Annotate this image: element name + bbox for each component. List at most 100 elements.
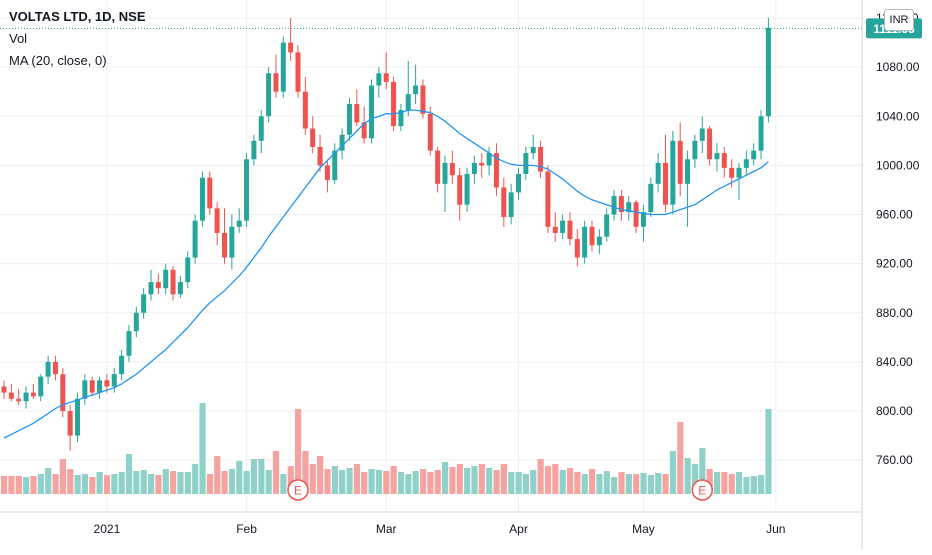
- volume-bar[interactable]: [603, 471, 610, 494]
- candle[interactable]: [332, 150, 338, 181]
- candle[interactable]: [354, 103, 360, 123]
- volume-bar[interactable]: [743, 477, 750, 494]
- volume-bar[interactable]: [67, 469, 74, 494]
- candle[interactable]: [670, 140, 676, 205]
- volume-bar[interactable]: [427, 472, 434, 494]
- candle[interactable]: [16, 398, 22, 402]
- candle[interactable]: [8, 392, 14, 399]
- volume-bar[interactable]: [272, 451, 280, 494]
- volume-bar[interactable]: [486, 468, 493, 494]
- candle[interactable]: [30, 392, 36, 397]
- volume-bar[interactable]: [52, 474, 59, 494]
- ma-line[interactable]: [3, 109, 769, 439]
- candle[interactable]: [339, 134, 345, 151]
- volume-bar[interactable]: [155, 475, 162, 494]
- volume-bar[interactable]: [706, 469, 713, 494]
- candle[interactable]: [155, 282, 161, 289]
- volume-bar[interactable]: [125, 454, 133, 494]
- volume-bar[interactable]: [74, 475, 81, 494]
- volume-bar[interactable]: [419, 469, 427, 494]
- volume-bar[interactable]: [206, 474, 213, 494]
- legend-ma[interactable]: MA (20, close, 0): [9, 53, 107, 68]
- candle[interactable]: [685, 159, 691, 184]
- candle[interactable]: [38, 376, 44, 397]
- candle[interactable]: [493, 153, 499, 188]
- candle[interactable]: [743, 159, 749, 168]
- candle[interactable]: [266, 73, 272, 117]
- volume-bar[interactable]: [59, 459, 66, 494]
- volume-bar[interactable]: [331, 466, 338, 494]
- volume-bar[interactable]: [258, 459, 265, 494]
- candle[interactable]: [199, 177, 205, 221]
- currency-button[interactable]: INR: [884, 9, 914, 31]
- candle[interactable]: [714, 153, 720, 160]
- candle[interactable]: [185, 257, 191, 283]
- candle[interactable]: [280, 42, 286, 92]
- candle[interactable]: [133, 312, 139, 332]
- candle[interactable]: [60, 374, 66, 412]
- volume-bar[interactable]: [15, 476, 22, 494]
- volume-bar[interactable]: [478, 464, 485, 494]
- candle[interactable]: [413, 85, 419, 95]
- legend-volume[interactable]: Vol: [9, 31, 28, 46]
- volume-bar[interactable]: [442, 462, 449, 494]
- volume-bar[interactable]: [677, 422, 684, 494]
- volume-bar[interactable]: [103, 475, 111, 494]
- candle[interactable]: [538, 146, 544, 172]
- volume-bar[interactable]: [221, 471, 228, 494]
- volume-bar[interactable]: [500, 464, 507, 494]
- candle[interactable]: [376, 73, 382, 86]
- candle[interactable]: [729, 167, 735, 178]
- candle[interactable]: [1, 386, 7, 393]
- volume-bar[interactable]: [581, 474, 588, 494]
- volume-bar[interactable]: [566, 468, 574, 494]
- candle[interactable]: [560, 220, 566, 233]
- volume-bar[interactable]: [728, 474, 735, 494]
- candle[interactable]: [97, 380, 103, 393]
- volume-bar[interactable]: [346, 468, 353, 494]
- candle[interactable]: [640, 212, 646, 227]
- candle[interactable]: [574, 239, 580, 258]
- volume-bar[interactable]: [45, 468, 52, 494]
- volume-bar[interactable]: [750, 476, 757, 494]
- volume-bar[interactable]: [655, 473, 662, 494]
- candle[interactable]: [192, 220, 198, 258]
- volume-bar[interactable]: [662, 474, 669, 494]
- volume-bar[interactable]: [633, 474, 640, 494]
- candle[interactable]: [486, 153, 492, 166]
- volume-bar[interactable]: [544, 466, 552, 494]
- candle[interactable]: [530, 146, 536, 154]
- volume-bar[interactable]: [596, 474, 603, 494]
- volume-bar[interactable]: [317, 456, 324, 494]
- volume-bar[interactable]: [236, 461, 243, 494]
- candle[interactable]: [177, 282, 183, 295]
- volume-bar[interactable]: [118, 472, 125, 494]
- candle[interactable]: [545, 171, 551, 227]
- candle[interactable]: [589, 226, 595, 246]
- candle[interactable]: [692, 140, 698, 160]
- candle[interactable]: [111, 374, 117, 387]
- candle[interactable]: [420, 85, 426, 114]
- candle[interactable]: [596, 236, 602, 246]
- volume-bar[interactable]: [434, 470, 441, 494]
- candle[interactable]: [479, 162, 485, 166]
- candle[interactable]: [648, 183, 654, 213]
- volume-bar[interactable]: [618, 472, 625, 494]
- candle[interactable]: [699, 128, 705, 141]
- volume-bar[interactable]: [397, 472, 405, 494]
- volume-bar[interactable]: [368, 469, 375, 494]
- candle[interactable]: [677, 140, 683, 184]
- candle[interactable]: [516, 173, 521, 193]
- candle[interactable]: [736, 167, 742, 178]
- volume-bar[interactable]: [721, 472, 728, 494]
- candle[interactable]: [302, 91, 308, 129]
- volume-bar[interactable]: [280, 474, 287, 494]
- candle[interactable]: [369, 85, 374, 139]
- candle[interactable]: [310, 128, 316, 147]
- candle[interactable]: [236, 220, 242, 227]
- candle[interactable]: [765, 27, 771, 117]
- volume-bar[interactable]: [353, 464, 360, 494]
- volume-bar[interactable]: [574, 472, 581, 494]
- candle[interactable]: [170, 269, 176, 295]
